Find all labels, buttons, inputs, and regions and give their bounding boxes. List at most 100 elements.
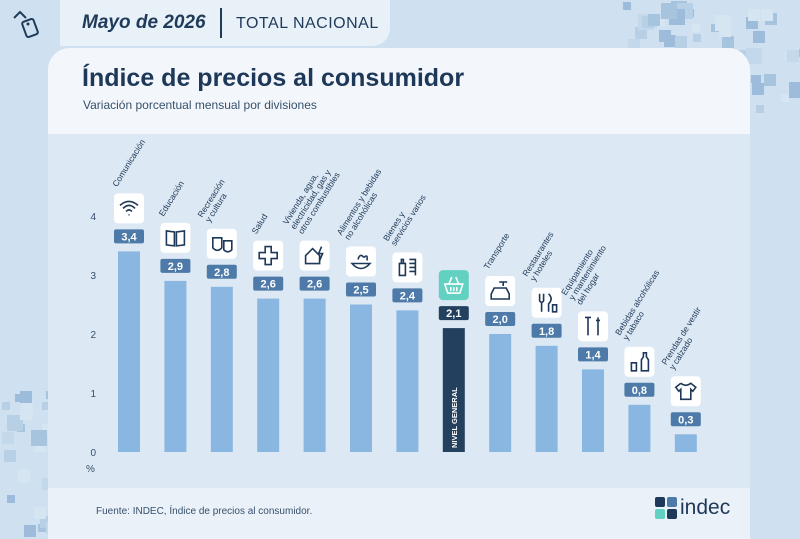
icon-tile: [670, 376, 701, 407]
theater-masks-icon: [212, 237, 233, 253]
bar: [350, 304, 372, 452]
tshirt-icon: [674, 382, 697, 401]
icon-tile: [299, 240, 330, 271]
decor-square: [661, 3, 678, 20]
value-label-box: [392, 288, 423, 303]
decor-square: [20, 407, 33, 420]
bar: [303, 298, 326, 452]
icon-tile: [624, 346, 655, 377]
value-label-box: [346, 282, 376, 297]
decor-square: [6, 414, 23, 431]
decor-square: [42, 402, 51, 411]
value-label: 1,4: [585, 349, 601, 361]
decor-square: [675, 36, 688, 48]
decor-square: [33, 507, 46, 520]
category-label: Transporte: [481, 231, 511, 271]
y-tick-label: 0: [90, 448, 96, 459]
value-label-box: [253, 276, 284, 291]
decor-square: [692, 34, 701, 43]
icon-tile: [392, 252, 423, 283]
decor-square: [745, 48, 762, 65]
decor-square: [19, 391, 32, 404]
category-label: Equipamientoy mantenimientodel hogar: [559, 239, 616, 307]
tools-icon: [585, 316, 600, 336]
decor-square: [30, 429, 47, 446]
category-label-line: Transporte: [481, 231, 511, 271]
decor-square: [714, 15, 731, 32]
bar: [489, 334, 512, 452]
value-label: 2,8: [214, 267, 229, 279]
decor-square: [781, 94, 790, 103]
decor-square: [622, 2, 631, 11]
basket-icon: [443, 276, 464, 294]
decor-square: [18, 470, 31, 483]
value-label: 2,4: [400, 290, 416, 302]
decor-square: [1, 402, 10, 411]
bar: [442, 328, 465, 452]
period-label: Mayo de 2026: [82, 12, 206, 33]
house-bolt-icon: [304, 246, 324, 265]
decor-square: [760, 8, 773, 21]
icon-tile: [114, 193, 144, 224]
category-label-line: Salud: [249, 212, 269, 236]
icon-tile: [253, 240, 284, 271]
value-label: 2,6: [307, 279, 322, 291]
value-label: 1,8: [539, 326, 554, 338]
decor-square: [635, 27, 648, 40]
icon-tile: [346, 246, 376, 277]
decor-square: [752, 31, 765, 44]
category-label: Recreacióny cultura: [195, 177, 234, 224]
y-tick-label: 1: [90, 389, 96, 400]
header-separator: [220, 8, 222, 38]
y-axis-label: %: [86, 464, 95, 475]
bottle-glass-icon: [630, 352, 650, 372]
bar: [257, 298, 280, 452]
decor-square: [710, 23, 719, 32]
y-tick-label: 4: [90, 212, 96, 223]
decor-square: [664, 35, 677, 48]
value-label: 2,1: [446, 308, 461, 320]
bar: [118, 251, 140, 452]
value-label-box: [531, 323, 562, 338]
decor-square: [787, 49, 800, 62]
book-icon: [165, 229, 186, 247]
category-label: Alimentos y bebidasno alcohólicas: [335, 167, 391, 242]
car-fuel-icon: [490, 281, 510, 300]
bar: [396, 310, 419, 452]
category-label: Bienes yservicios varios: [381, 188, 428, 247]
bar: [628, 404, 651, 452]
value-label-box: [114, 229, 144, 244]
value-label: 3,4: [121, 231, 137, 243]
chart-subtitle: Variación porcentual mensual por divisio…: [83, 98, 317, 112]
decor-square: [4, 450, 17, 463]
decor-square: [752, 83, 765, 96]
decor-square: [751, 75, 760, 84]
y-tick-label: 2: [90, 330, 96, 341]
scope-label: TOTAL NACIONAL: [236, 15, 379, 32]
decor-square: [798, 49, 800, 58]
category-label: Comunicación: [110, 137, 147, 188]
decor-square: [656, 18, 665, 27]
icon-tile: [485, 276, 516, 306]
category-label: Educación: [157, 179, 187, 218]
icon-tile: [578, 311, 608, 342]
decor-square: [788, 82, 800, 99]
chart-card-header: [48, 48, 750, 134]
icon-tile: [438, 270, 469, 301]
value-label-box: [485, 312, 516, 326]
value-label-box: [624, 382, 655, 397]
logo-text: indec: [680, 496, 731, 519]
chart-title: Índice de precios al consumidor: [82, 64, 465, 92]
price-tag-icon: [13, 10, 39, 39]
decor-square: [692, 23, 701, 32]
value-label-box: [438, 306, 469, 321]
wifi-icon: [119, 200, 139, 216]
icon-tile: [531, 287, 562, 318]
decor-square: [23, 525, 36, 538]
category-label-line: Comunicación: [110, 137, 147, 188]
decor-square: [14, 394, 23, 403]
category-label: NIVEL GENERAL: [450, 387, 459, 448]
value-label-box: [578, 347, 608, 362]
fork-knife-icon: [538, 293, 558, 313]
